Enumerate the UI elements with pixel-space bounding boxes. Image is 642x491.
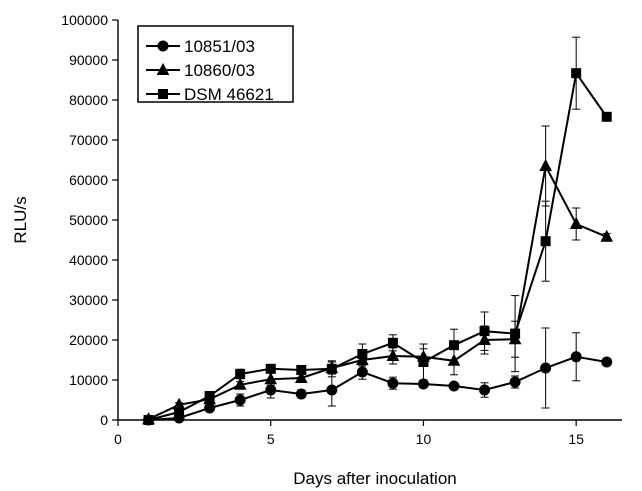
data-point — [600, 229, 614, 242]
data-point — [265, 363, 276, 374]
y-tick-label: 60000 — [69, 172, 108, 188]
data-point — [540, 236, 551, 247]
x-tick-label: 15 — [568, 431, 584, 447]
data-point — [265, 384, 277, 396]
data-point — [571, 68, 582, 79]
series-line — [148, 355, 607, 421]
legend-marker — [158, 89, 168, 99]
series-lines — [148, 70, 608, 421]
data-point — [510, 328, 521, 339]
y-tick-label: 30000 — [69, 292, 108, 308]
x-axis-label: Days after inoculation — [293, 469, 456, 488]
legend: 10851/03 10860/03 DSM 46621 — [137, 25, 294, 104]
data-point — [356, 352, 369, 365]
data-point — [387, 337, 398, 348]
data-point — [356, 366, 368, 378]
data-point — [326, 363, 337, 374]
data-point — [479, 326, 490, 337]
data-point — [234, 394, 246, 406]
data-point — [294, 370, 308, 383]
data-point — [449, 340, 459, 351]
data-point — [479, 384, 491, 396]
data-point — [447, 353, 461, 366]
data-point — [601, 111, 612, 122]
data-point — [387, 377, 399, 389]
y-tick-label: 70000 — [69, 132, 108, 148]
y-tick-label: 50000 — [69, 212, 108, 228]
data-point — [235, 369, 246, 379]
y-tick-label: 0 — [100, 412, 108, 428]
data-point — [540, 362, 552, 374]
data-point — [204, 391, 215, 401]
x-tick-label: 0 — [114, 431, 122, 447]
data-point — [509, 376, 521, 388]
data-point — [448, 380, 460, 392]
data-point — [264, 372, 278, 385]
x-tick-label: 10 — [416, 431, 432, 447]
y-tick-label: 20000 — [69, 332, 108, 348]
legend-marker — [157, 40, 169, 52]
legend-label: DSM 46621 — [184, 85, 274, 104]
data-point — [417, 378, 429, 390]
y-axis-label: RLU/s — [11, 196, 30, 243]
series-line — [148, 70, 608, 421]
data-point — [386, 348, 400, 361]
data-point — [295, 388, 307, 400]
legend-label: 10851/03 — [184, 37, 255, 56]
data-point — [539, 158, 552, 171]
data-point — [296, 365, 307, 375]
data-point — [570, 351, 582, 363]
series-markers — [142, 68, 614, 426]
legend-marker — [156, 62, 170, 75]
y-tick-label: 100000 — [61, 12, 108, 28]
ticks: 0 10000 20000 30000 40000 50000 60000 70000 8000… — [61, 12, 584, 447]
x-tick-label: 5 — [267, 431, 275, 447]
legend-label: 10860/03 — [184, 61, 255, 80]
data-point — [174, 407, 185, 417]
data-point — [326, 384, 338, 396]
y-tick-label: 40000 — [69, 252, 108, 268]
data-point — [569, 216, 583, 229]
data-point — [601, 356, 613, 368]
series-line — [148, 162, 608, 421]
y-tick-label: 80000 — [69, 92, 108, 108]
y-tick-label: 10000 — [69, 372, 108, 388]
data-point — [357, 349, 368, 359]
data-point — [233, 377, 247, 390]
y-tick-label: 90000 — [69, 52, 108, 68]
data-point — [478, 332, 491, 345]
data-point — [418, 357, 429, 367]
data-point — [204, 402, 216, 414]
